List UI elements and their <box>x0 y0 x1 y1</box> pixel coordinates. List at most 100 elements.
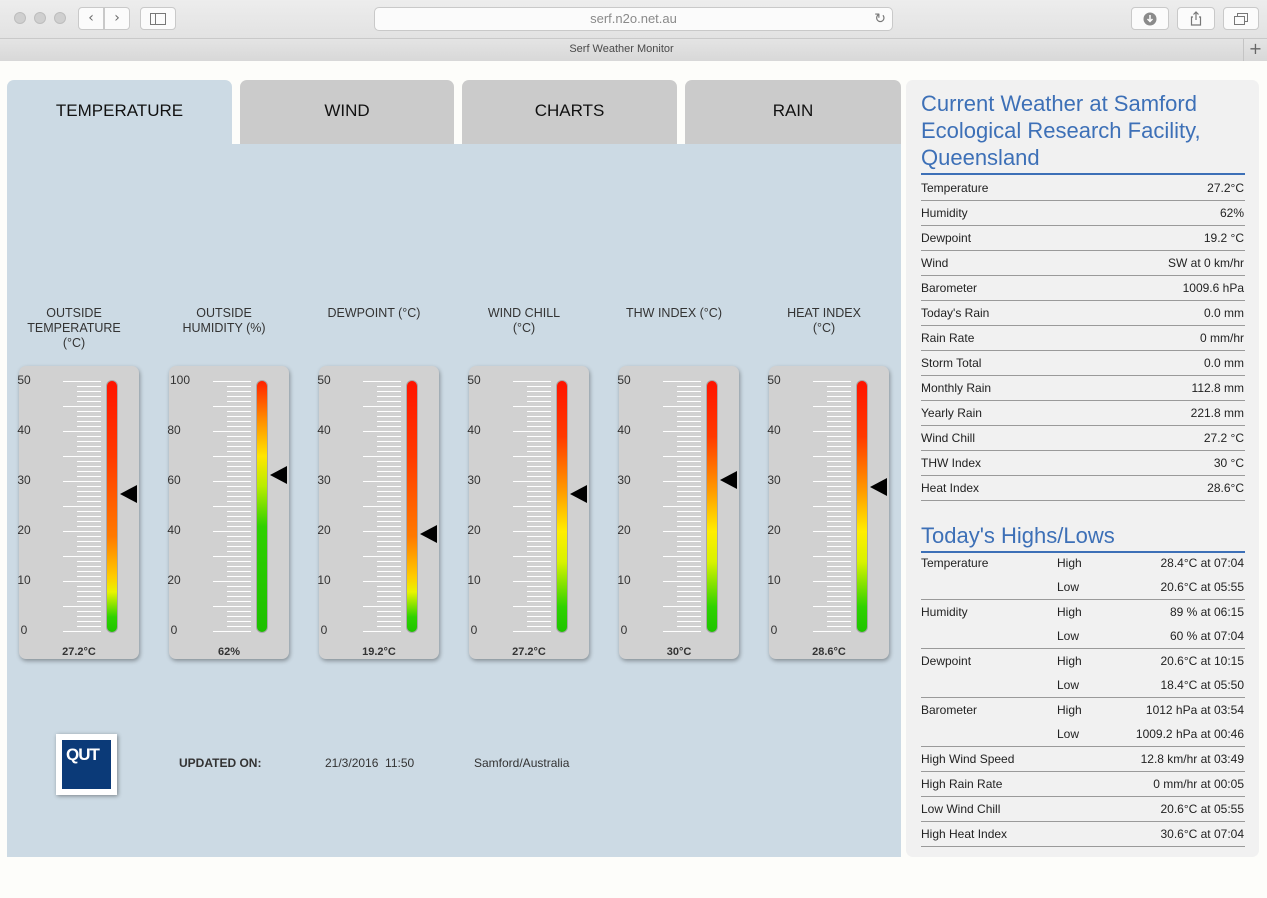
highs-lows-label: Temperature <box>921 556 989 570</box>
gauge-tick <box>77 461 101 462</box>
highs-lows-value: 60 % at 07:04 <box>1169 629 1244 643</box>
gauge-tick <box>527 551 551 552</box>
qut-logo: QUT <box>56 734 117 795</box>
gauge-tick <box>827 626 851 627</box>
tab-wind[interactable]: WIND <box>240 80 454 144</box>
current-row-label: Barometer <box>921 281 978 295</box>
gauge-tick <box>77 591 101 592</box>
gauge-tick <box>827 596 851 597</box>
gauge-title: DEWPOINT (°C) <box>309 306 439 321</box>
gauge-tick <box>363 506 401 507</box>
gauge-tick <box>677 571 701 572</box>
gauge-tick <box>377 491 401 492</box>
gauge-reading: 30°C <box>666 646 692 658</box>
gauge-tick <box>663 531 701 532</box>
gauge-tick <box>677 391 701 392</box>
back-button[interactable]: ‹ <box>78 7 104 30</box>
gauge-tick <box>677 541 701 542</box>
tab-temperature[interactable]: TEMPERATURE <box>7 80 232 144</box>
current-row-label: Rain Rate <box>921 331 975 345</box>
forward-button[interactable]: › <box>104 7 130 30</box>
gauge-color-bar <box>706 380 718 633</box>
gauge-tick <box>677 396 701 397</box>
zoom-window-button[interactable] <box>54 12 66 24</box>
gauge-tick <box>77 501 101 502</box>
gauge-scale-label: 0 <box>170 623 178 637</box>
gauge-color-bar <box>406 380 418 633</box>
tab-charts[interactable]: CHARTS <box>462 80 677 144</box>
gauge-tick <box>377 416 401 417</box>
gauge-tick <box>677 411 701 412</box>
gauge-tick <box>377 616 401 617</box>
gauge-tick <box>363 581 401 582</box>
gauge-tick <box>213 481 251 482</box>
minimize-window-button[interactable] <box>34 12 46 24</box>
gauge-tick <box>677 561 701 562</box>
gauge-tick <box>227 401 251 402</box>
sidebar-button[interactable] <box>140 7 176 30</box>
gauge-title: OUTSIDE HUMIDITY (%) <box>159 306 289 336</box>
gauge-tick <box>77 561 101 562</box>
tab-rain[interactable]: RAIN <box>685 80 901 144</box>
gauge-tick <box>813 456 851 457</box>
highs-lows-label: High Heat Index <box>921 827 1008 841</box>
gauge-tick <box>677 566 701 567</box>
gauge-tick <box>513 556 551 557</box>
share-button[interactable] <box>1177 7 1215 30</box>
highs-lows-value: 20.6°C at 05:55 <box>1160 802 1244 816</box>
gauge-tick <box>213 556 251 557</box>
gauge-tick <box>77 496 101 497</box>
gauge-tick <box>677 596 701 597</box>
gauge-tick <box>227 496 251 497</box>
gauge-scale-label: 10 <box>467 573 481 587</box>
gauge-tick <box>677 591 701 592</box>
gauge-tick <box>527 466 551 467</box>
gauge-scale-label: 40 <box>617 423 631 437</box>
tab-overview-button[interactable] <box>1223 7 1259 30</box>
gauge-tick <box>827 451 851 452</box>
gauge-tick <box>677 426 701 427</box>
gauge-tick <box>227 386 251 387</box>
current-row-value: 27.2 °C <box>1203 431 1244 445</box>
gauge-color-bar <box>856 380 868 633</box>
gauge-tick <box>827 511 851 512</box>
new-tab-button[interactable]: + <box>1243 39 1267 61</box>
gauge-tick <box>827 561 851 562</box>
gauge-tick <box>377 401 401 402</box>
current-row-value: 0.0 mm <box>1203 356 1244 370</box>
gauge-tick <box>527 576 551 577</box>
current-row-value: 19.2 °C <box>1203 231 1244 245</box>
reload-icon[interactable]: ↻ <box>874 11 886 27</box>
gauge-scale-label: 20 <box>167 573 181 587</box>
current-row: Dewpoint 19.2 °C <box>921 226 1245 251</box>
gauge-tick <box>377 441 401 442</box>
gauge-tick <box>213 606 251 607</box>
gauge-tick <box>827 466 851 467</box>
gauge-tick <box>513 506 551 507</box>
close-window-button[interactable] <box>14 12 26 24</box>
gauge-tick <box>813 631 851 632</box>
gauge-tick <box>77 541 101 542</box>
tabs-icon <box>1234 13 1248 25</box>
gauge-tick <box>677 516 701 517</box>
browser-tab-title[interactable]: Serf Weather Monitor <box>569 43 674 55</box>
gauge-tick <box>677 441 701 442</box>
gauge-tick <box>227 586 251 587</box>
gauge-tick <box>377 516 401 517</box>
current-row: Temperature 27.2°C <box>921 176 1245 201</box>
gauge-tick <box>213 381 251 382</box>
gauge-tick <box>527 501 551 502</box>
gauge-tick <box>813 481 851 482</box>
gauge-tick <box>63 431 101 432</box>
address-bar[interactable]: serf.n2o.net.au ↻ <box>374 7 893 31</box>
gauge-tick <box>63 481 101 482</box>
gauge-scale-label: 30 <box>767 473 781 487</box>
downloads-button[interactable] <box>1131 7 1169 30</box>
gauge-tick <box>827 526 851 527</box>
gauge-scale-label: 80 <box>167 423 181 437</box>
gauge-tick <box>827 616 851 617</box>
current-row-value: 1009.6 hPa <box>1182 281 1244 295</box>
gauge-tick <box>377 571 401 572</box>
gauge-tick <box>663 556 701 557</box>
gauge-tick <box>227 436 251 437</box>
